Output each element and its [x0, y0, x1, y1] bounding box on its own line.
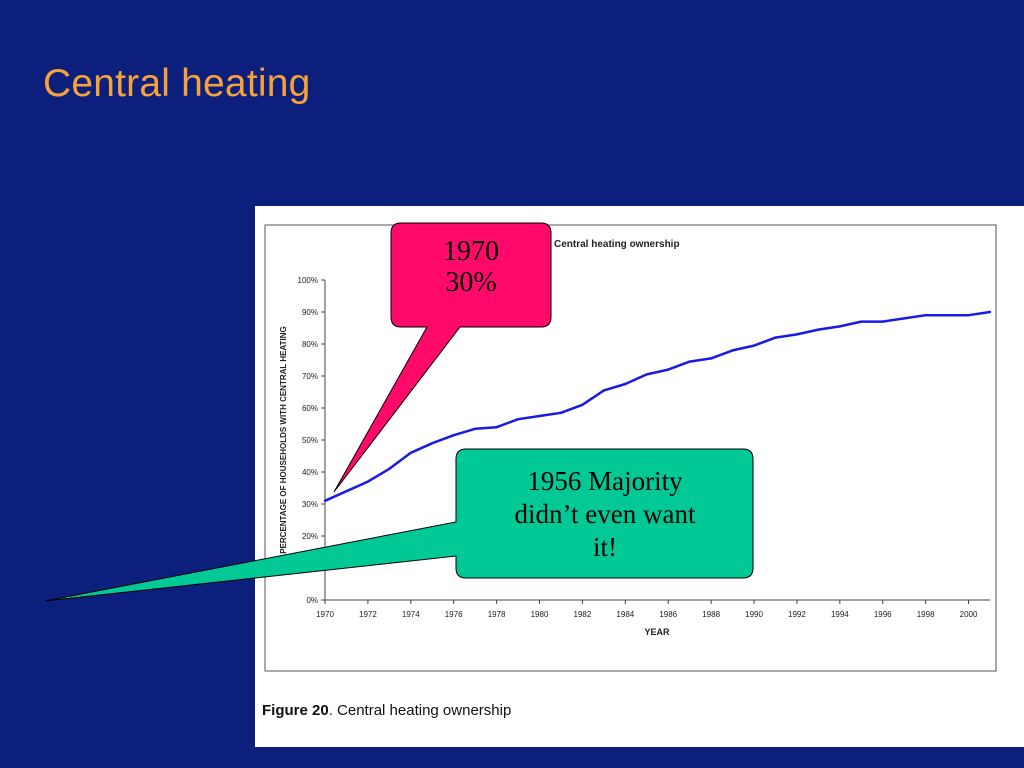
x-tick-label: 1990	[745, 610, 763, 619]
data-point	[688, 360, 691, 363]
x-tick-label: 1978	[488, 610, 506, 619]
callout-1956-line1: 1956 Majority	[527, 466, 683, 496]
x-tick-label: 1982	[574, 610, 592, 619]
data-point	[988, 310, 992, 314]
data-point	[602, 389, 606, 392]
data-point	[366, 480, 370, 483]
data-point	[667, 368, 670, 371]
data-point	[431, 442, 434, 445]
data-point	[902, 317, 906, 320]
figure-caption: Figure 20. Central heating ownership	[262, 702, 511, 719]
x-tick-label: 2000	[960, 610, 978, 619]
x-tick-label: 1970	[316, 610, 334, 619]
data-point	[645, 373, 648, 376]
chart-axes: 0%10%20%30%40%50%60%70%80%90%100%1970197…	[298, 276, 990, 619]
data-point	[452, 434, 455, 437]
callout-1956-line2: didn’t even want	[514, 499, 696, 529]
data-point	[559, 411, 563, 414]
callout-1970-bubble	[333, 222, 552, 493]
callout-1970-value: 30%	[445, 267, 497, 298]
x-tick-label: 1996	[874, 610, 892, 619]
x-tick-label: 1998	[917, 610, 935, 619]
x-tick-label: 1984	[616, 610, 634, 619]
data-point	[581, 403, 584, 406]
data-point	[945, 314, 949, 317]
callout-1956	[44, 448, 754, 602]
y-tick-label: 60%	[302, 404, 318, 413]
data-point	[752, 344, 756, 347]
x-tick-label: 1994	[831, 610, 849, 619]
y-tick-label: 50%	[302, 436, 318, 445]
chart-title: Central heating ownership	[554, 239, 680, 250]
chart-plot	[323, 310, 992, 502]
data-point	[624, 382, 627, 386]
x-tick-label: 1980	[531, 610, 549, 619]
data-point	[323, 499, 327, 502]
y-tick-label: 80%	[302, 340, 318, 349]
y-tick-label: 40%	[302, 468, 318, 477]
y-tick-label: 30%	[302, 500, 318, 509]
data-point	[817, 328, 820, 331]
x-tick-label: 1986	[659, 610, 677, 619]
data-point	[473, 427, 477, 430]
y-tick-label: 70%	[302, 372, 318, 381]
data-point	[881, 320, 884, 323]
x-tick-label: 1976	[445, 610, 463, 619]
data-point	[345, 490, 348, 493]
chart-frame	[264, 224, 997, 672]
data-point	[924, 314, 927, 317]
series-line	[324, 310, 991, 502]
data-point	[709, 357, 713, 360]
data-point	[495, 426, 498, 429]
callout-1970-year: 1970	[443, 236, 499, 267]
callout-1970-text: 1970 30%	[392, 236, 550, 298]
slide-title: Central heating	[43, 62, 311, 105]
data-point	[860, 320, 863, 323]
x-tick-label: 1988	[702, 610, 720, 619]
data-point	[967, 314, 970, 317]
data-point	[409, 451, 413, 454]
callout-1956-line3: it!	[593, 532, 617, 562]
y-tick-label: 20%	[302, 532, 318, 541]
data-point	[516, 418, 520, 421]
x-tick-label: 1974	[402, 610, 420, 619]
x-axis-label: YEAR	[644, 627, 670, 637]
data-point	[838, 325, 842, 328]
figure-caption-text: . Central heating ownership	[328, 702, 512, 719]
data-point	[538, 414, 541, 418]
x-tick-label: 1972	[359, 610, 377, 619]
callout-1956-bubble	[44, 448, 754, 602]
data-point	[388, 467, 391, 470]
figure-caption-label: Figure 20	[262, 702, 329, 719]
y-tick-label: 0%	[306, 596, 318, 605]
y-tick-label: 100%	[298, 276, 318, 285]
data-point	[795, 333, 799, 336]
data-point	[774, 336, 777, 339]
callout-1970	[333, 222, 552, 493]
data-point	[731, 349, 734, 352]
callout-1956-text: 1956 Majority didn’t even want it!	[460, 465, 750, 564]
x-tick-label: 1992	[788, 610, 806, 619]
y-tick-label: 90%	[302, 308, 318, 317]
y-axis-label: PERCENTAGE OF HOUSEHOLDS WITH CENTRAL HE…	[279, 326, 288, 554]
